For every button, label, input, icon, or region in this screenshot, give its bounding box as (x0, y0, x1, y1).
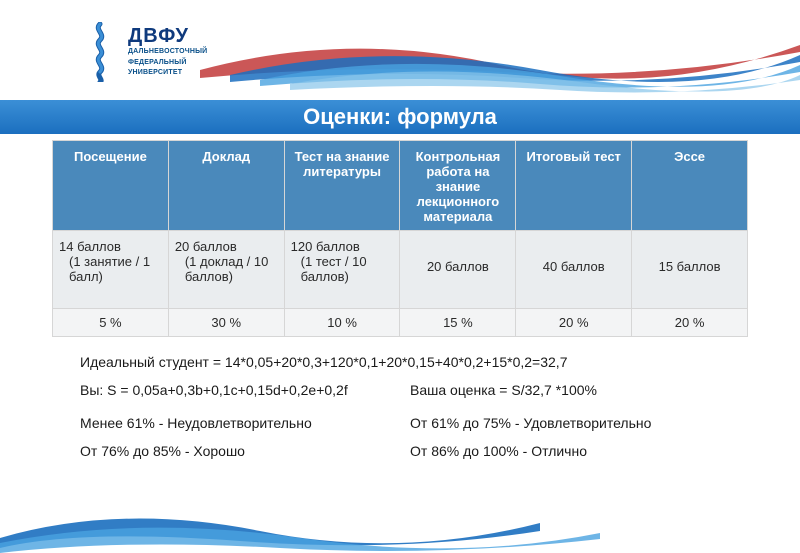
cell-essay-points: 15 баллов (632, 231, 748, 309)
cell-attendance-points: 14 баллов (1 занятие / 1 балл) (53, 231, 169, 309)
cell-report-pct: 30 % (168, 309, 284, 337)
logo-icon (80, 22, 120, 82)
cell-attendance-pct: 5 % (53, 309, 169, 337)
cell-final-points: 40 баллов (516, 231, 632, 309)
grade-sat: От 61% до 75% - Удовлетворительно (410, 412, 651, 434)
cell-report-points: 20 баллов (1 доклад / 10 баллов) (168, 231, 284, 309)
cell-lit-test-pct: 10 % (284, 309, 400, 337)
cell-control-points: 20 баллов (400, 231, 516, 309)
formula-you-row: Вы: S = 0,05a+0,3b+0,1c+0,15d+0,2e+0,2f … (80, 379, 720, 401)
formula-grade: Ваша оценка = S/32,7 *100% (410, 379, 597, 401)
logo-sub2: ФЕДЕРАЛЬНЫЙ (128, 59, 207, 67)
formula-you: Вы: S = 0,05a+0,3b+0,1c+0,15d+0,2e+0,2f (80, 379, 410, 401)
header: ДВФУ ДАЛЬНЕВОСТОЧНЫЙ ФЕДЕРАЛЬНЫЙ УНИВЕРС… (0, 0, 800, 100)
cell-essay-pct: 20 % (632, 309, 748, 337)
col-report: Доклад (168, 141, 284, 231)
table-header-row: Посещение Доклад Тест на знание литерату… (53, 141, 748, 231)
col-attendance: Посещение (53, 141, 169, 231)
col-final-test: Итоговый тест (516, 141, 632, 231)
grades-table: Посещение Доклад Тест на знание литерату… (52, 140, 748, 337)
col-essay: Эссе (632, 141, 748, 231)
col-lit-test: Тест на знание литературы (284, 141, 400, 231)
footer-wave-icon (0, 493, 800, 553)
formulas-block: Идеальный студент = 14*0,05+20*0,3+120*0… (80, 351, 720, 463)
cell-control-pct: 15 % (400, 309, 516, 337)
cell-lit-test-points: 120 баллов (1 тест / 10 баллов) (284, 231, 400, 309)
page-title: Оценки: формула (303, 104, 497, 130)
col-control-work: Контрольная работа на знание лекционного… (400, 141, 516, 231)
logo-sub1: ДАЛЬНЕВОСТОЧНЫЙ (128, 48, 207, 56)
grade-row-1: Менее 61% - Неудовлетворительно От 61% д… (80, 412, 720, 434)
table-row-percent: 5 % 30 % 10 % 15 % 20 % 20 % (53, 309, 748, 337)
grade-row-2: От 76% до 85% - Хорошо От 86% до 100% - … (80, 440, 720, 462)
cell-final-pct: 20 % (516, 309, 632, 337)
grade-good: От 76% до 85% - Хорошо (80, 440, 410, 462)
grade-fail: Менее 61% - Неудовлетворительно (80, 412, 410, 434)
table-row-points: 14 баллов (1 занятие / 1 балл) 20 баллов… (53, 231, 748, 309)
logo-main: ДВФУ (128, 26, 207, 46)
formula-ideal: Идеальный студент = 14*0,05+20*0,3+120*0… (80, 351, 720, 373)
title-bar: Оценки: формула (0, 100, 800, 134)
logo: ДВФУ ДАЛЬНЕВОСТОЧНЫЙ ФЕДЕРАЛЬНЫЙ УНИВЕРС… (80, 22, 207, 82)
grade-excellent: От 86% до 100% - Отлично (410, 440, 587, 462)
logo-sub3: УНИВЕРСИТЕТ (128, 69, 207, 77)
